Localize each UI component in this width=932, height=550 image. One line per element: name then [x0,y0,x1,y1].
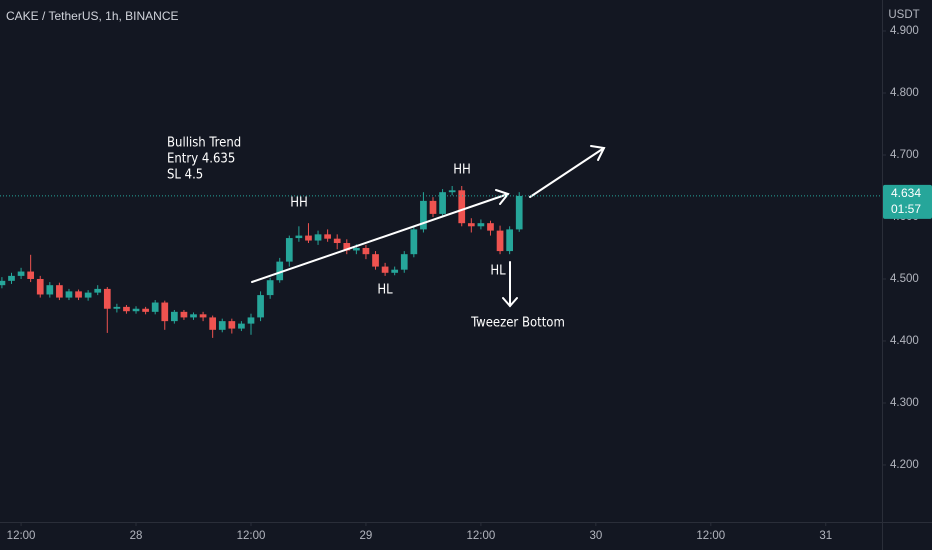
candle-body [75,291,82,298]
candle-body [209,317,217,330]
y-tick-label: 4.300 [890,397,919,409]
candle-body [113,306,121,309]
candle-body [285,238,293,262]
candle-body [94,288,102,293]
annotation: HH [290,196,308,211]
candle-body [467,223,475,227]
arrow-head [495,189,510,205]
candle-body [381,266,389,273]
last-price-label: 4.634 [891,186,921,200]
candle-body [56,285,63,298]
candle-body [487,223,494,231]
candle-body [400,254,408,270]
y-tick-label: 4.200 [890,459,919,471]
candle-body [362,247,370,255]
y-tick-label: 4.700 [890,149,919,161]
arrow [529,147,605,198]
annotation: SL 4.5 [167,168,203,183]
y-tick-label: 4.800 [890,87,919,99]
candle-body [36,278,44,295]
annotation: HL [490,264,506,279]
candle-body [477,223,485,227]
candle-body [353,247,360,251]
y-tick-label: 4.400 [890,335,919,347]
candle-body [199,314,207,318]
candle-body [420,200,427,230]
candle-body [151,302,159,312]
symbol-title: CAKE / TetherUS, 1h, BINANCE [6,9,179,23]
x-tick-label: 31 [819,530,832,542]
trend-line [251,193,509,283]
candle-body [458,190,466,224]
candle-body [372,254,379,267]
candle-body [142,308,149,312]
countdown-label: 01:57 [891,202,921,216]
candle-body [46,285,54,295]
candle-body [123,306,130,312]
candle-body [8,275,15,281]
candle-body [257,295,264,318]
candle-body [180,311,188,318]
candle-body [506,229,513,252]
candle-body [228,321,236,329]
candle-body [343,243,351,251]
y-tick-label: 4.500 [890,273,919,285]
candle-body [170,311,178,322]
x-tick-label: 12:00 [467,530,496,542]
candle-body [17,271,25,276]
price-tag [883,184,932,219]
arrow-head [502,297,518,308]
candle-body [439,192,446,214]
candle-body [295,235,303,239]
arrow-head [590,145,606,161]
x-tick-label: 30 [589,530,602,542]
candle-body [161,302,169,322]
candle-body [190,314,197,318]
candle-body [276,261,284,281]
candle-body [515,195,523,230]
x-tick-label: 28 [130,530,143,542]
candle-body [65,291,73,298]
currency-label: USDT [888,9,919,21]
candle-body [247,317,255,324]
candle-body [0,280,6,286]
annotation: Entry 4.635 [167,152,235,167]
candles [0,185,523,338]
candle-body [27,271,35,279]
candle-body [448,190,456,193]
candle-body [391,269,399,273]
candle-body [238,323,245,329]
candle-body [429,200,437,214]
annotation: HH [453,163,471,178]
x-tick-label: 12:00 [237,530,266,542]
candle-body [305,235,312,241]
candle-body [324,234,331,239]
annotation: HL [377,283,393,298]
candle-body [266,280,274,296]
annotation: Bullish Trend [167,136,241,151]
candle-body [314,234,322,241]
drawings [251,145,606,308]
annotation: Tweezer Bottom [470,316,565,331]
candle-body [333,238,341,244]
candle-body [103,288,111,309]
candle-body [410,229,418,255]
x-tick-label: 12:00 [7,530,36,542]
x-tick-label: 29 [360,530,373,542]
candle-body [218,321,226,330]
candle-body [496,230,504,252]
x-tick-label: 12:00 [696,530,725,542]
candle-body [84,292,92,298]
y-tick-label: 4.900 [890,25,919,37]
candle-body [132,308,140,312]
